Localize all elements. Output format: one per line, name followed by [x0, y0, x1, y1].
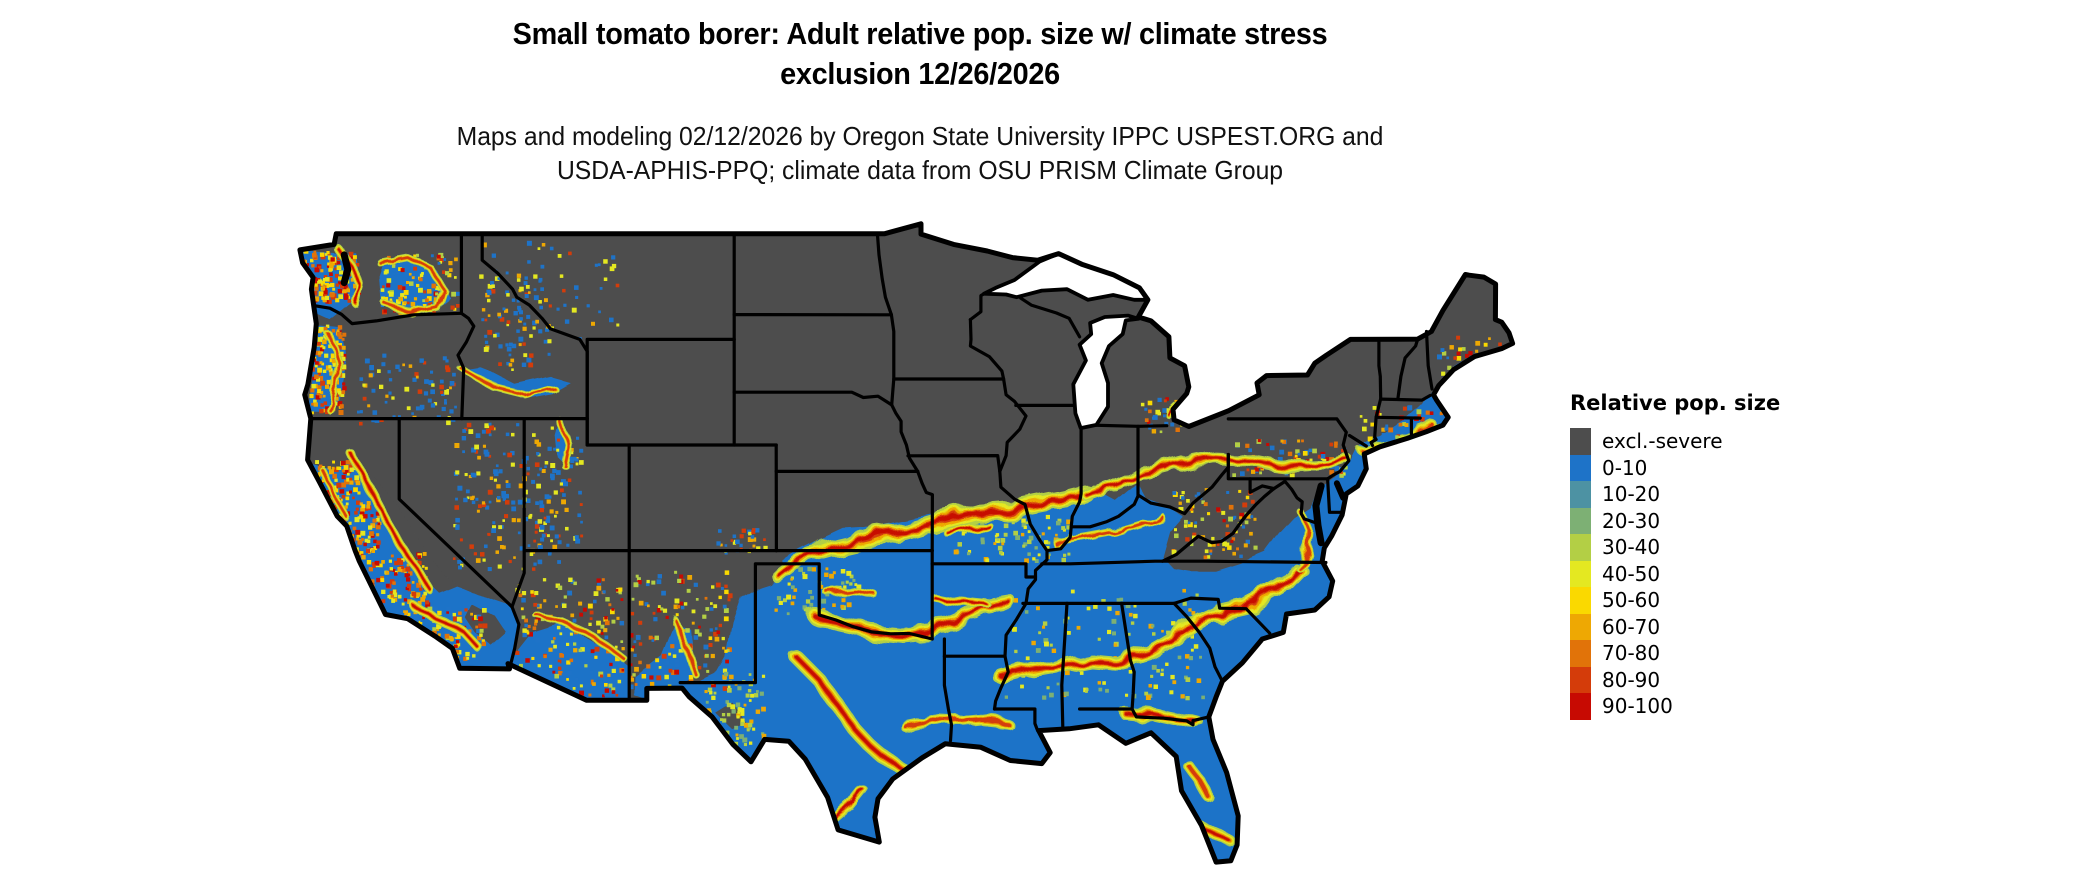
legend-item: 10-20	[1570, 481, 1780, 508]
legend-swatch	[1570, 640, 1591, 667]
us-map	[297, 221, 1516, 865]
legend-label: 10-20	[1602, 482, 1661, 506]
legend-item: 50-60	[1570, 587, 1780, 614]
legend-swatch	[1570, 587, 1591, 614]
legend-label: 40-50	[1602, 561, 1661, 586]
figure-subtitle-line2: USDA-APHIS-PPQ; climate data from OSU PR…	[556, 155, 1284, 185]
legend-item: 40-50	[1570, 560, 1780, 587]
legend-label: 90-100	[1602, 694, 1673, 718]
legend-item: 30-40	[1570, 534, 1780, 561]
legend-swatch	[1570, 507, 1591, 534]
legend-title: Relative pop. size	[1570, 391, 1781, 415]
legend-item: 90-100	[1570, 693, 1780, 720]
legend-item: 20-30	[1570, 507, 1780, 534]
legend-swatch	[1570, 613, 1591, 640]
legend-swatch	[1570, 481, 1591, 508]
legend-swatch	[1570, 666, 1591, 693]
legend-label: 20-30	[1602, 508, 1661, 533]
legend-label: excl.-severe	[1602, 429, 1723, 453]
legend-item: 80-90	[1570, 666, 1780, 693]
legend-item: 60-70	[1570, 613, 1780, 640]
legend-item: 0-10	[1570, 454, 1780, 481]
legend-swatch	[1570, 693, 1591, 720]
legend-label: 30-40	[1602, 535, 1661, 559]
figure-subtitle-line1: Maps and modeling 02/12/2026 by Oregon S…	[456, 121, 1384, 151]
legend-label: 0-10	[1602, 455, 1648, 480]
legend-item: 70-80	[1570, 640, 1780, 667]
legend-swatch	[1570, 454, 1591, 481]
legend-item: excl.-severe	[1570, 428, 1780, 455]
legend-label: 60-70	[1602, 614, 1661, 639]
us-map-container	[290, 214, 1546, 886]
legend-label: 70-80	[1602, 641, 1661, 665]
legend-swatch	[1570, 428, 1591, 455]
figure-subtitle: Maps and modeling 02/12/2026 by Oregon S…	[46, 119, 1794, 187]
figure-title: Small tomato borer: Adult relative pop. …	[64, 14, 1775, 94]
legend-items: excl.-severe 0-10 10-20 20-30 30-40 40-50 50-6…	[1570, 428, 1780, 720]
legend-swatch	[1570, 534, 1591, 561]
legend-label: 80-90	[1602, 667, 1661, 692]
map-legend: Relative pop. size excl.-severe 0-10 10-20…	[1570, 391, 1780, 720]
figure-title-line1: Small tomato borer: Adult relative pop. …	[512, 16, 1328, 51]
legend-swatch	[1570, 560, 1591, 587]
figure-title-line2: exclusion 12/26/2026	[780, 56, 1060, 91]
legend-label: 50-60	[1602, 588, 1661, 612]
